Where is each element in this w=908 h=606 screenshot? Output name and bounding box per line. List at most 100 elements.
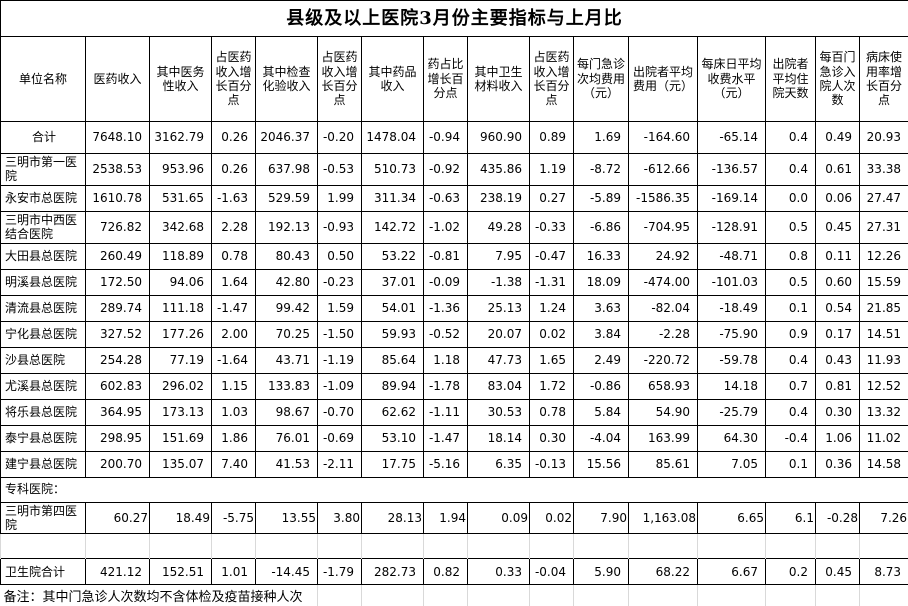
value-cell: 1.99 <box>317 184 362 212</box>
value-cell: 85.61 <box>628 450 698 478</box>
column-header: 其中检查化验收入 <box>255 36 318 122</box>
table-row: 三明市第一医院 2538.53 953.96 0.26 637.98 -0.53 510.7… <box>0 153 908 186</box>
value-cell: 0.45 <box>815 210 860 244</box>
value-cell: -164.60 <box>628 121 698 154</box>
value-cell: 1.69 <box>573 121 629 154</box>
value-cell: -0.53 <box>317 153 362 186</box>
value-cell: 0.09 <box>467 501 530 535</box>
value-cell: 0.5 <box>765 268 816 296</box>
value-cell: 0.50 <box>317 242 362 270</box>
value-cell: 342.68 <box>149 210 212 244</box>
value-cell: 602.83 <box>85 372 150 400</box>
value-cell: -4.04 <box>573 424 629 452</box>
unit-name-cell: 三明市第四医院 <box>0 501 86 535</box>
value-cell: 0.27 <box>529 184 574 212</box>
empty-cell <box>211 533 256 559</box>
value-cell: 0.26 <box>211 121 256 154</box>
unit-name-cell: 泰宁县总医院 <box>0 424 86 452</box>
value-cell: 21.85 <box>858 294 908 322</box>
value-cell: 11.02 <box>858 424 908 452</box>
value-cell: 529.59 <box>255 184 318 212</box>
value-cell: 0.4 <box>765 398 816 426</box>
value-cell: 0.78 <box>211 242 256 270</box>
value-cell: 7.90 <box>573 501 629 535</box>
value-cell: -1.78 <box>423 372 468 400</box>
value-cell: -169.14 <box>697 184 766 212</box>
value-cell: 54.90 <box>628 398 698 426</box>
value-cell: 133.83 <box>255 372 318 400</box>
section-label-cell: 专科医院： <box>0 476 908 503</box>
value-cell: 14.58 <box>858 450 908 478</box>
value-cell: 15.59 <box>858 268 908 296</box>
value-cell: 13.55 <box>255 501 318 535</box>
value-cell: -612.66 <box>628 153 698 186</box>
value-cell: 7.05 <box>697 450 766 478</box>
value-cell: 53.10 <box>361 424 424 452</box>
value-cell: 1610.78 <box>85 184 150 212</box>
table-row: 将乐县总医院 364.95 173.13 1.03 98.67 -0.70 62.62 -1.… <box>0 398 908 426</box>
value-cell: -0.92 <box>423 153 468 186</box>
value-cell: 0.4 <box>765 346 816 374</box>
table-row: 卫生院合计 421.12 152.51 1.01 -14.45 -1.79 282.73 0.… <box>0 558 908 586</box>
value-cell: 7.40 <box>211 450 256 478</box>
value-cell: 0.1 <box>765 294 816 322</box>
value-cell: 135.07 <box>149 450 212 478</box>
value-cell: -0.4 <box>765 424 816 452</box>
value-cell: 47.73 <box>467 346 530 374</box>
unit-name-cell: 永安市总医院 <box>0 184 86 212</box>
value-cell: 2.28 <box>211 210 256 244</box>
value-cell: 18.14 <box>467 424 530 452</box>
value-cell: 152.51 <box>149 558 212 586</box>
value-cell: 2538.53 <box>85 153 150 186</box>
value-cell: 99.42 <box>255 294 318 322</box>
value-cell: 0.7 <box>765 372 816 400</box>
table-row: 明溪县总医院 172.50 94.06 1.64 42.80 -0.23 37.01 -0.0… <box>0 268 908 296</box>
value-cell: 163.99 <box>628 424 698 452</box>
unit-name-cell: 三明市第一医院 <box>0 153 86 186</box>
value-cell: -1.02 <box>423 210 468 244</box>
unit-name-cell: 卫生院合计 <box>0 558 86 586</box>
value-cell: 118.89 <box>149 242 212 270</box>
value-cell: 510.73 <box>361 153 424 186</box>
value-cell: 1.15 <box>211 372 256 400</box>
value-cell: 0.2 <box>765 558 816 586</box>
empty-cell <box>255 533 318 559</box>
value-cell: -5.75 <box>211 501 256 535</box>
value-cell: 0.1 <box>765 450 816 478</box>
value-cell: 0.17 <box>815 320 860 348</box>
table-row <box>0 533 908 559</box>
value-cell: 1.65 <box>529 346 574 374</box>
value-cell: -82.04 <box>628 294 698 322</box>
value-cell: 17.75 <box>361 450 424 478</box>
value-cell: 24.92 <box>628 242 698 270</box>
value-cell: 42.80 <box>255 268 318 296</box>
empty-cell <box>697 533 766 559</box>
value-cell: 0.0 <box>765 184 816 212</box>
value-cell: 238.19 <box>467 184 530 212</box>
value-cell: 3.63 <box>573 294 629 322</box>
value-cell: 37.01 <box>361 268 424 296</box>
value-cell: 68.22 <box>628 558 698 586</box>
value-cell: 6.1 <box>765 501 816 535</box>
value-cell: 6.35 <box>467 450 530 478</box>
unit-name-cell: 沙县总医院 <box>0 346 86 374</box>
value-cell: 20.07 <box>467 320 530 348</box>
value-cell: 1.64 <box>211 268 256 296</box>
value-cell: 296.02 <box>149 372 212 400</box>
value-cell: 0.45 <box>815 558 860 586</box>
value-cell: 7.26 <box>858 501 908 535</box>
table-row: 沙县总医院 254.28 77.19 -1.64 43.71 -1.19 85.64 1.18… <box>0 346 908 374</box>
value-cell: -0.04 <box>529 558 574 586</box>
value-cell: -59.78 <box>697 346 766 374</box>
value-cell: -0.81 <box>423 242 468 270</box>
value-cell: 0.06 <box>815 184 860 212</box>
value-cell: -474.00 <box>628 268 698 296</box>
value-cell: 2.49 <box>573 346 629 374</box>
value-cell: 1.01 <box>211 558 256 586</box>
value-cell: -0.63 <box>423 184 468 212</box>
empty-cell <box>815 584 860 606</box>
value-cell: -0.47 <box>529 242 574 270</box>
value-cell: 0.61 <box>815 153 860 186</box>
